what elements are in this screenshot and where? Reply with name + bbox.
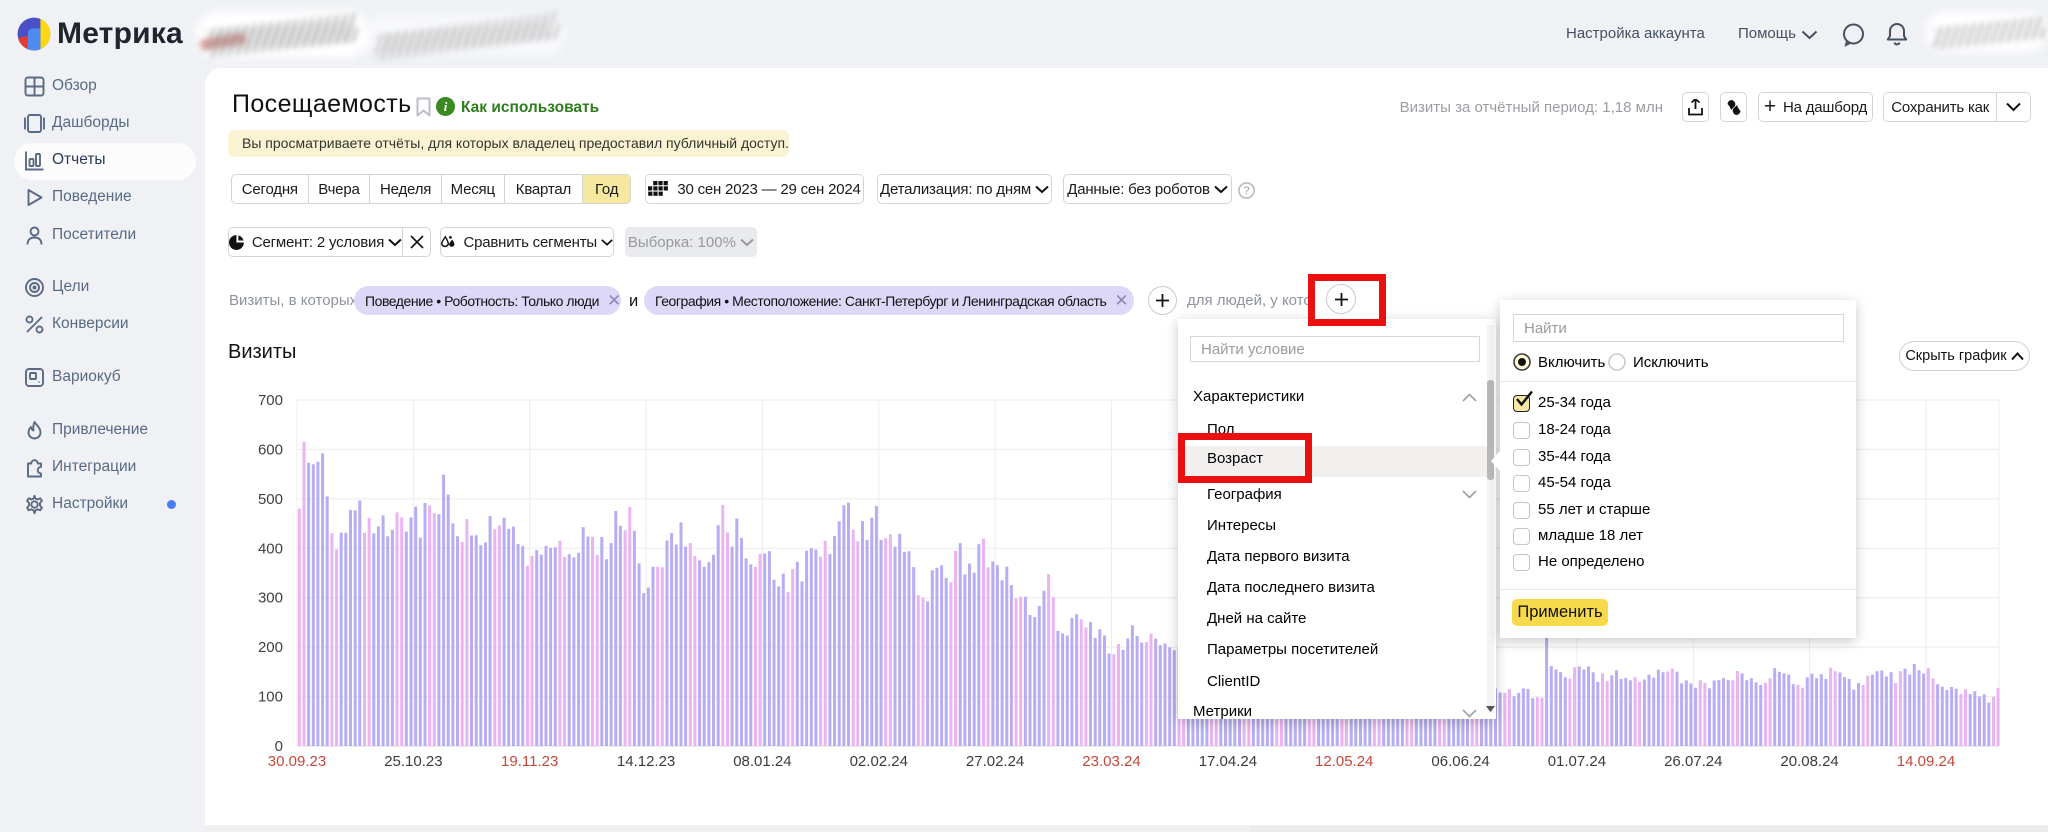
svg-text:23.03.24: 23.03.24	[1082, 753, 1140, 770]
svg-text:700: 700	[258, 392, 283, 409]
svg-text:12.05.24: 12.05.24	[1315, 753, 1373, 770]
svg-text:08.01.24: 08.01.24	[733, 753, 791, 770]
svg-text:17.04.24: 17.04.24	[1199, 753, 1257, 770]
svg-text:27.02.24: 27.02.24	[966, 753, 1024, 770]
svg-text:0: 0	[275, 738, 283, 755]
svg-text:14.12.23: 14.12.23	[617, 753, 675, 770]
svg-text:01.07.24: 01.07.24	[1548, 753, 1606, 770]
svg-text:600: 600	[258, 441, 283, 458]
svg-text:20.08.24: 20.08.24	[1780, 753, 1838, 770]
svg-text:i: i	[444, 99, 448, 114]
svg-text:14.09.24: 14.09.24	[1897, 753, 1955, 770]
svg-text:26.07.24: 26.07.24	[1664, 753, 1722, 770]
svg-text:06.06.24: 06.06.24	[1431, 753, 1489, 770]
svg-text:300: 300	[258, 590, 283, 607]
svg-text:100: 100	[258, 689, 283, 706]
svg-text:19.11.23: 19.11.23	[501, 753, 558, 770]
svg-text:400: 400	[258, 540, 283, 557]
svg-text:500: 500	[258, 491, 283, 508]
svg-text:25.10.23: 25.10.23	[384, 753, 442, 770]
svg-text:02.02.24: 02.02.24	[850, 753, 908, 770]
svg-text:200: 200	[258, 639, 283, 656]
svg-text:?: ?	[1243, 185, 1249, 197]
svg-text:30.09.23: 30.09.23	[268, 753, 326, 770]
